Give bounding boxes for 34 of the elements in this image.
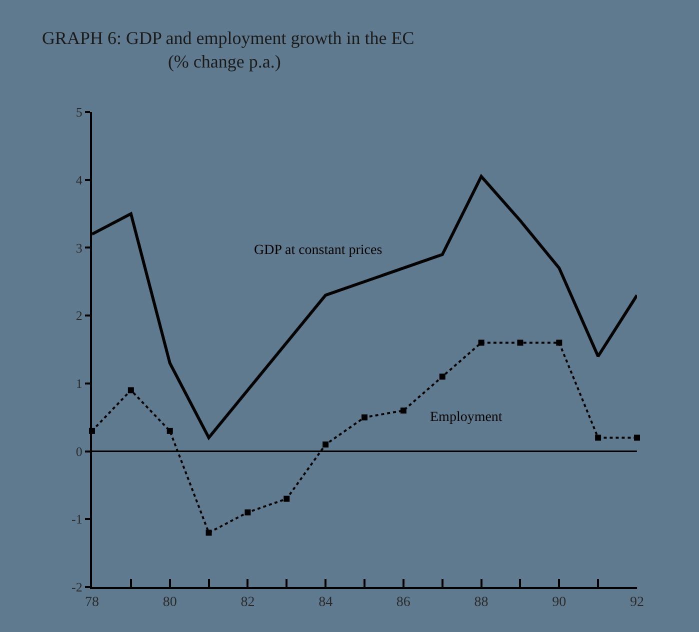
point [362, 414, 368, 420]
x-tick-label: 88 [474, 594, 488, 610]
series-label: Employment [430, 410, 502, 425]
y-tick-label: 3 [76, 240, 82, 256]
point [517, 340, 524, 346]
chart-title: GRAPH 6: GDP and employment growth in the EC [42, 28, 414, 48]
chart-subtitle: (% change p.a.) [42, 52, 281, 72]
x-tick-label: 92 [630, 594, 644, 610]
x-tick-label: 78 [85, 594, 99, 610]
y-tick-label: 1 [76, 376, 82, 391]
x-tick-label: 86 [396, 594, 410, 610]
point [322, 442, 329, 448]
point [556, 340, 562, 346]
point [244, 509, 251, 516]
point [478, 340, 484, 346]
y-tick-label: 5 [76, 104, 82, 120]
y-tick-label: 0 [76, 444, 82, 459]
point [128, 387, 134, 394]
x-tick-label: 82 [240, 594, 255, 610]
point [166, 428, 173, 434]
x-tick-label: 80 [162, 594, 177, 610]
point [400, 408, 406, 414]
y-tick-label: 4 [76, 172, 83, 188]
point [634, 434, 640, 441]
x-tick-label: 84 [318, 594, 333, 610]
point [284, 496, 290, 502]
series-label: GDP at constant prices [254, 243, 382, 258]
point [439, 374, 446, 380]
point [206, 530, 212, 536]
y-tick-label: 2 [76, 308, 82, 324]
point [595, 434, 602, 441]
y-tick-label: -2 [72, 580, 82, 595]
y-tick-label: -1 [72, 512, 82, 527]
x-tick-label: 90 [552, 594, 566, 610]
